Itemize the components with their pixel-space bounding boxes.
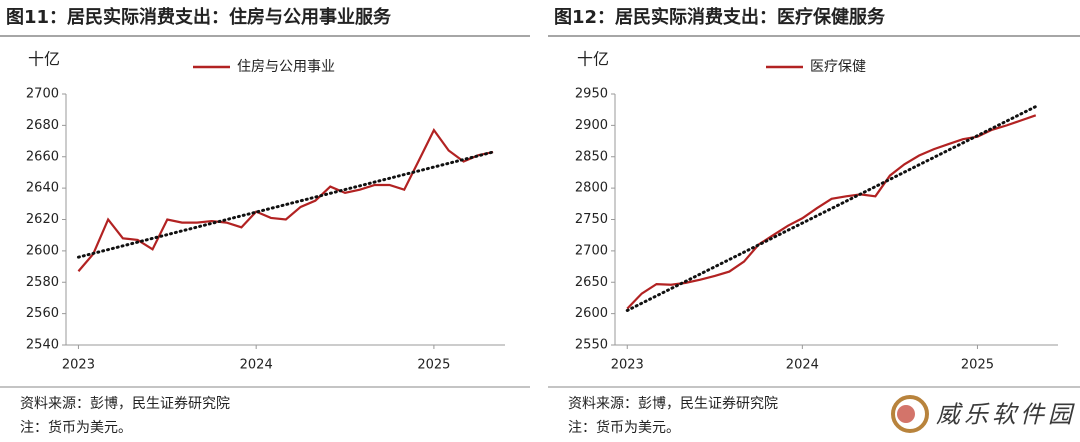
y-tick-label: 2560 xyxy=(26,306,59,321)
note: 注：货币为美元。 xyxy=(568,419,680,436)
y-tick-label: 2900 xyxy=(575,118,608,133)
chart-title: 图11：居民实际消费支出：住房与公用事业服务 xyxy=(6,6,392,28)
note: 注：货币为美元。 xyxy=(20,419,132,436)
watermark-logo xyxy=(891,395,929,433)
unit-label: 十亿 xyxy=(577,50,609,69)
x-tick-label: 2023 xyxy=(62,358,95,373)
y-tick-label: 2950 xyxy=(575,87,608,102)
legend-label: 住房与公用事业 xyxy=(237,59,335,75)
y-tick-label: 2650 xyxy=(575,275,608,290)
series-line xyxy=(77,127,494,272)
source: 资料来源：彭博，民生证券研究院 xyxy=(568,395,778,412)
watermark: 威乐软件园 xyxy=(936,401,1076,429)
y-tick-label: 2700 xyxy=(26,87,59,102)
series-line xyxy=(626,114,1037,310)
y-tick-label: 2700 xyxy=(575,243,608,258)
legend-label: 医疗保健 xyxy=(810,59,866,75)
y-tick-label: 2750 xyxy=(575,212,608,227)
y-tick-label: 2640 xyxy=(26,181,59,196)
y-tick-label: 2800 xyxy=(575,181,608,196)
trend-line xyxy=(625,105,1038,312)
x-tick-label: 2024 xyxy=(786,358,819,373)
y-tick-label: 2620 xyxy=(26,212,59,227)
unit-label: 十亿 xyxy=(28,50,60,69)
y-tick-label: 2680 xyxy=(26,118,59,133)
y-tick-label: 2660 xyxy=(26,149,59,164)
y-tick-label: 2540 xyxy=(26,338,59,353)
trend-line xyxy=(76,150,495,259)
y-tick-label: 2550 xyxy=(575,338,608,353)
y-tick-label: 2600 xyxy=(26,243,59,258)
y-tick-label: 2600 xyxy=(575,306,608,321)
x-tick-label: 2023 xyxy=(611,358,644,373)
x-tick-label: 2025 xyxy=(417,358,450,373)
y-tick-label: 2580 xyxy=(26,275,59,290)
source: 资料来源：彭博，民生证券研究院 xyxy=(20,395,230,412)
x-tick-label: 2025 xyxy=(961,358,994,373)
y-tick-label: 2850 xyxy=(575,149,608,164)
chart-title: 图12：居民实际消费支出：医疗保健服务 xyxy=(554,6,886,28)
x-tick-label: 2024 xyxy=(240,358,273,373)
